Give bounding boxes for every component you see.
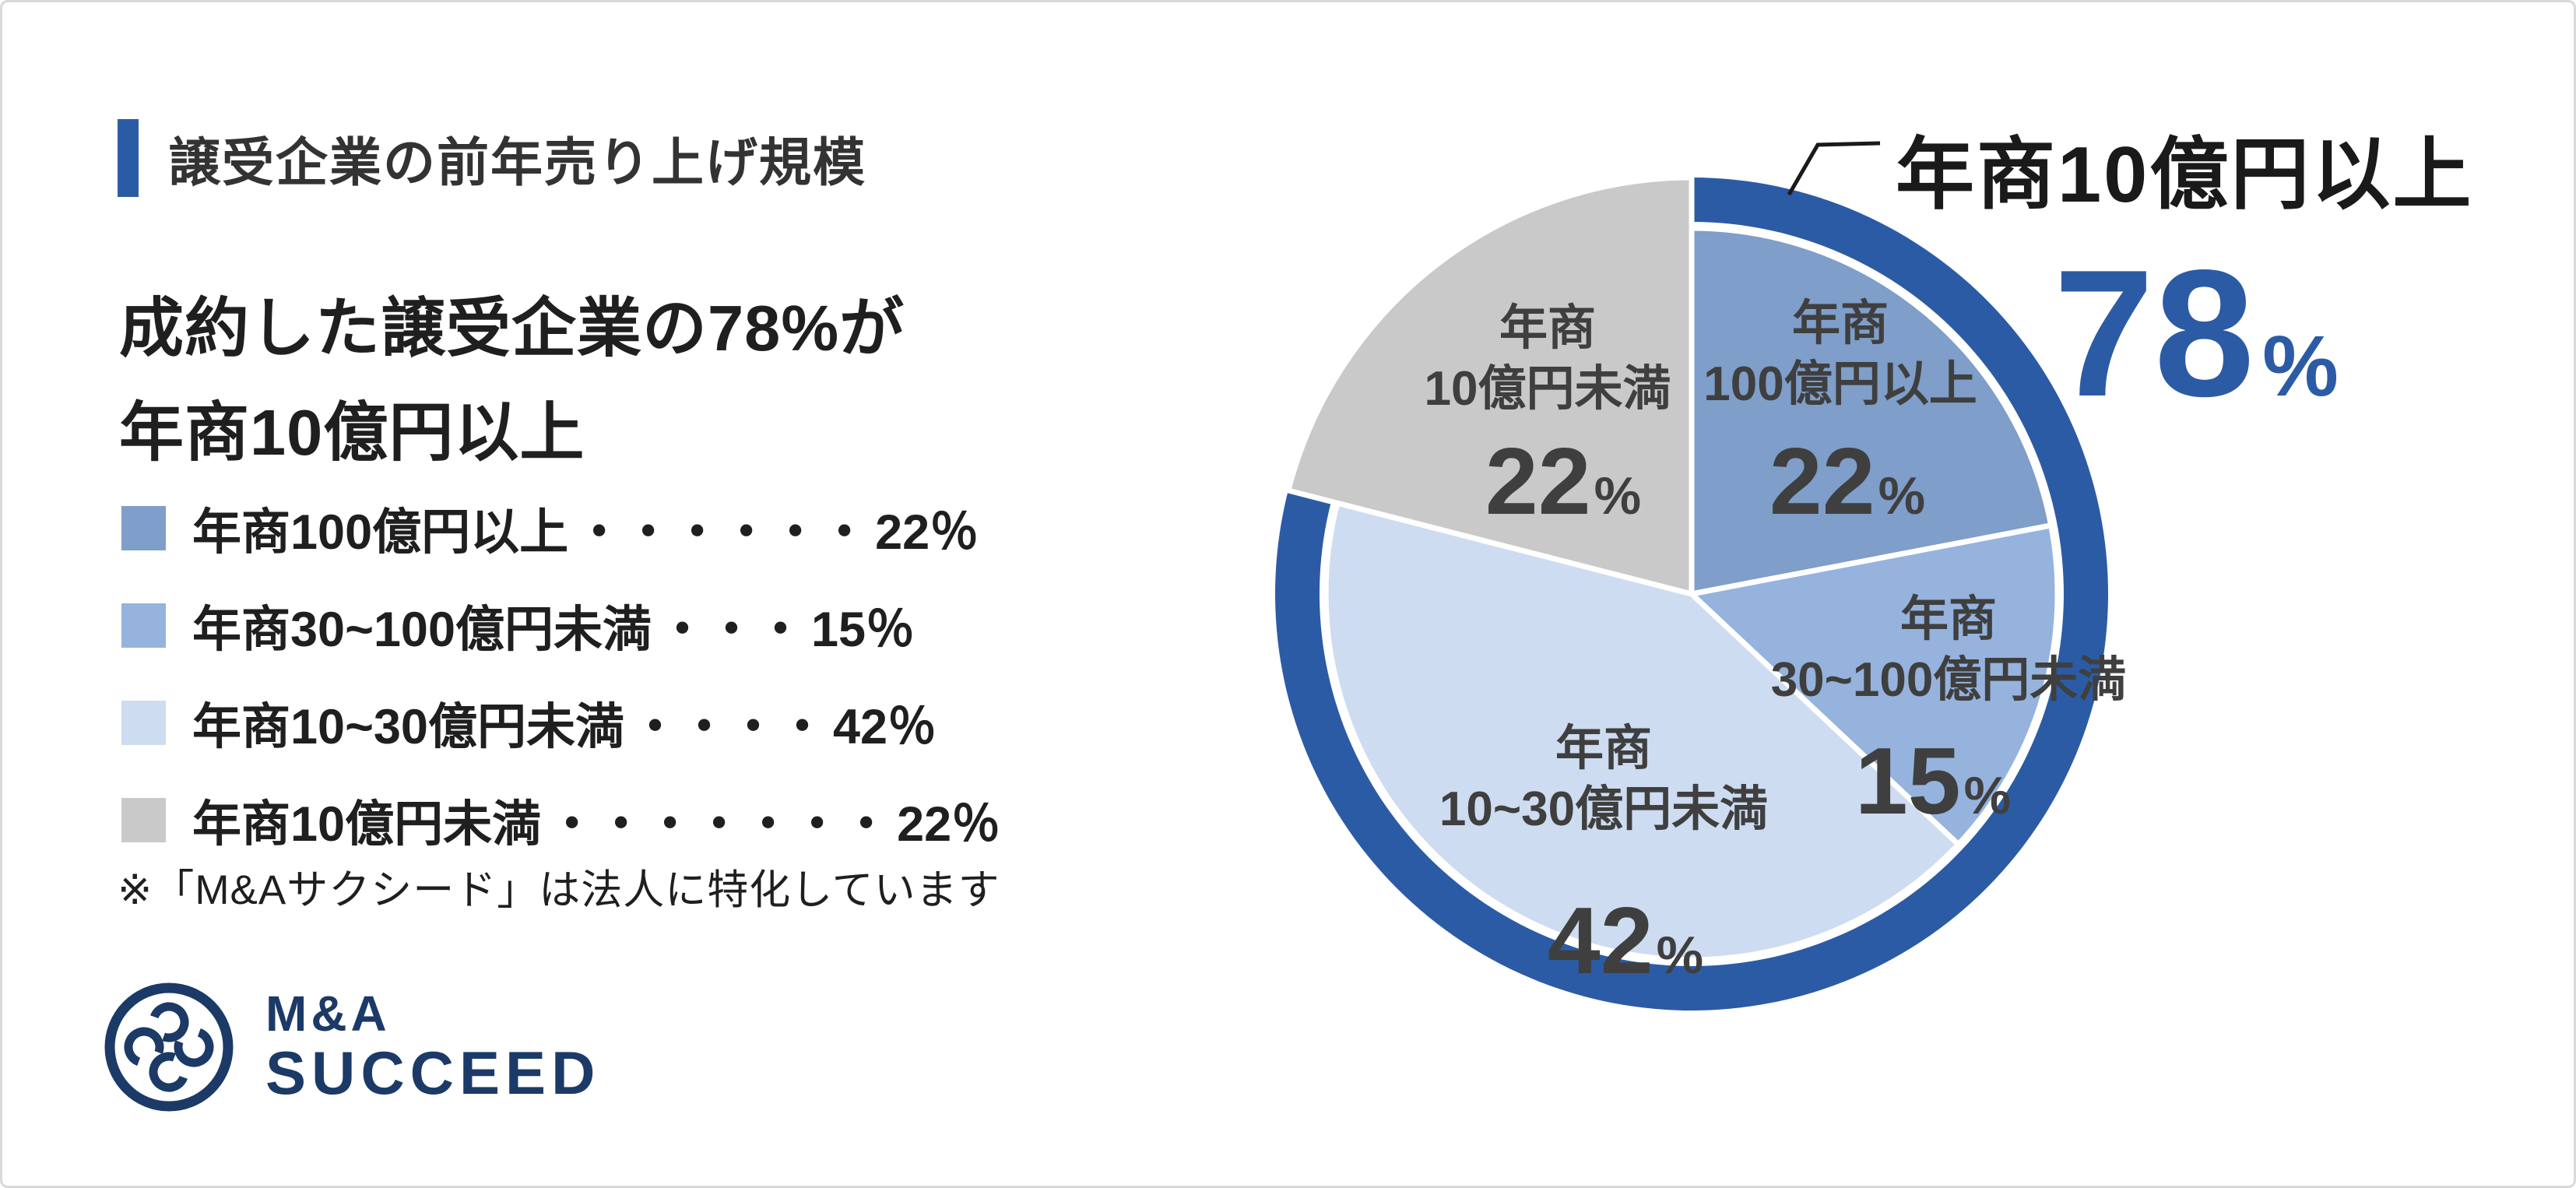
legend-dots: ・・・・ [630, 699, 827, 754]
callout-value-number: 78 [2054, 233, 2255, 434]
legend: 年商100億円以上 ・・・・・・ 22％ 年商30~100億円未満 ・・・ 15… [121, 501, 1000, 890]
legend-item-under10: 年商10億円未満 ・・・・・・・ 22％ [121, 793, 1000, 852]
logo-line2: SUCCEED [265, 1039, 601, 1107]
logo-knot-icon [104, 982, 234, 1112]
brand-logo: M&A SUCCEED [102, 980, 600, 1114]
legend-dots: ・・・・・・・ [547, 796, 891, 852]
legend-item-10-30: 年商10~30億円未満 ・・・・ 42％ [121, 695, 1000, 754]
legend-item-30-100: 年商30~100億円未満 ・・・ 15％ [121, 598, 1000, 657]
legend-label: 年商10億円未満 [192, 796, 542, 852]
footnote: ※「M&Aサクシード」は法人に特化しています [118, 867, 1000, 913]
slice-10-30 [1323, 499, 1963, 963]
section-title: 譲受企業の前年売り上げ規模 [118, 119, 866, 197]
callout-value: 78 % [2054, 244, 2339, 424]
slice-value-10-30: 42% [1547, 887, 1704, 993]
slice-label-30-100: 年商 30~100億円未満 [1770, 592, 2127, 707]
legend-value: 22％ [897, 796, 1001, 852]
slice-value-30-100: 15% [1854, 728, 2012, 834]
legend-dots: ・・・・・・ [575, 504, 870, 560]
legend-swatch-30-100 [121, 603, 166, 648]
slice-100plus [1689, 225, 2054, 598]
slice-label-10-30: 年商 10~30億円未満 [1439, 722, 1769, 836]
headline: 成約した譲受企業の78%が 年商10億円以上 [119, 276, 905, 485]
legend-label: 年商100億円以上 [192, 504, 569, 560]
callout-leader-line [1787, 141, 1881, 196]
slice-30-100 [1685, 522, 2061, 849]
slice-label-under10: 年商 10億円未満 [1424, 301, 1671, 416]
legend-label: 年商10~30億円未満 [192, 699, 624, 754]
headline-line2: 年商10億円以上 [119, 396, 585, 469]
legend-swatch-under10 [121, 797, 166, 842]
legend-swatch-10-30 [121, 700, 166, 745]
section-title-text: 譲受企業の前年売り上げ規模 [168, 133, 866, 192]
title-accent-bar [118, 119, 139, 197]
pie-chart: 年商 100億円以上 22% 年商 30~100億円未満 15% 年商 10~3… [1263, 166, 2126, 1022]
slice-under10 [1284, 174, 1695, 598]
legend-value: 42％ [832, 699, 937, 754]
legend-value: 22％ [875, 504, 979, 560]
logo-line1: M&A [265, 986, 391, 1042]
pie-chart-svg [1275, 174, 2109, 1011]
callout-label: 年商10億円以上 [1896, 132, 2474, 219]
legend-item-100plus: 年商100億円以上 ・・・・・・ 22％ [121, 501, 1000, 560]
slice-value-100plus: 22% [1769, 428, 1926, 534]
logo-text: M&A SUCCEED [265, 988, 600, 1106]
legend-value: 15％ [810, 602, 915, 657]
legend-label: 年商30~100億円未満 [192, 602, 652, 657]
legend-dots: ・・・ [657, 602, 805, 657]
slice-value-under10: 22% [1485, 428, 1642, 534]
headline-line1: 成約した譲受企業の78%が [119, 292, 905, 364]
callout-value-unit: % [2262, 318, 2339, 414]
slice-label-100plus: 年商 100億円以上 [1703, 297, 1977, 411]
legend-swatch-100plus [121, 505, 166, 550]
